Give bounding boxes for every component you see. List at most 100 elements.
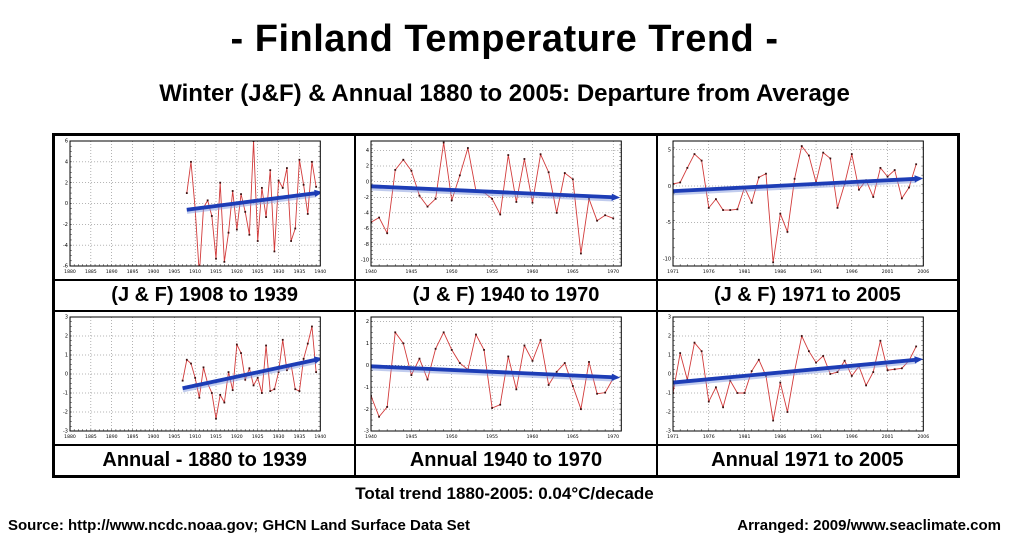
svg-text:-4: -4 <box>63 243 68 249</box>
svg-text:1976: 1976 <box>703 434 715 440</box>
svg-text:1900: 1900 <box>148 434 160 440</box>
svg-text:1900: 1900 <box>148 269 160 275</box>
svg-text:1910: 1910 <box>189 269 201 275</box>
svg-text:1950: 1950 <box>446 434 458 440</box>
svg-text:-2: -2 <box>63 410 68 416</box>
svg-text:0: 0 <box>667 184 670 190</box>
svg-text:4: 4 <box>366 148 369 154</box>
svg-text:2: 2 <box>366 164 369 170</box>
svg-text:1971: 1971 <box>667 269 679 275</box>
svg-text:1890: 1890 <box>106 269 118 275</box>
svg-text:-6: -6 <box>63 264 68 270</box>
svg-text:2: 2 <box>667 334 670 340</box>
svg-text:1965: 1965 <box>567 434 579 440</box>
svg-text:1950: 1950 <box>446 269 458 275</box>
svg-text:1945: 1945 <box>406 269 418 275</box>
caption-annual-1971-2005: Annual 1971 to 2005 <box>657 446 957 475</box>
svg-text:1915: 1915 <box>210 434 222 440</box>
page-title: - Finland Temperature Trend - <box>230 18 779 60</box>
svg-text:1955: 1955 <box>487 434 499 440</box>
svg-text:2006: 2006 <box>917 269 929 275</box>
svg-text:1986: 1986 <box>774 269 786 275</box>
svg-text:1986: 1986 <box>774 434 786 440</box>
svg-text:2: 2 <box>65 180 68 186</box>
svg-text:1885: 1885 <box>85 269 97 275</box>
svg-text:1880: 1880 <box>64 434 76 440</box>
caption-jf-1908-1939: (J & F) 1908 to 1939 <box>55 281 355 310</box>
svg-text:-3: -3 <box>666 429 671 435</box>
svg-text:2001: 2001 <box>881 269 893 275</box>
svg-text:1960: 1960 <box>527 434 539 440</box>
svg-text:1915: 1915 <box>210 269 222 275</box>
svg-text:2: 2 <box>366 319 369 325</box>
chart-jf-1971-2005: 5 0 -5 -10 1971 1976 1981 1986 1991 1996 2001 2006 <box>657 136 957 279</box>
svg-text:1: 1 <box>65 353 68 359</box>
svg-text:0: 0 <box>65 372 68 378</box>
source-note: Source: http://www.ncdc.noaa.gov; GHCN L… <box>8 517 471 534</box>
svg-text:1885: 1885 <box>85 434 97 440</box>
svg-text:1905: 1905 <box>168 269 180 275</box>
svg-text:-2: -2 <box>364 195 369 201</box>
svg-text:1971: 1971 <box>667 434 679 440</box>
svg-text:1996: 1996 <box>846 269 858 275</box>
svg-text:1940: 1940 <box>314 434 326 440</box>
svg-text:-2: -2 <box>666 410 671 416</box>
footer: Source: http://www.ncdc.noaa.gov; GHCN L… <box>8 517 1001 534</box>
svg-text:1945: 1945 <box>406 434 418 440</box>
chart-jf-1940-1970: 4 2 0 -2 -4 -6 -8 -10 1940 1945 1950 1955 1960 1965 19… <box>356 136 656 279</box>
svg-text:1940: 1940 <box>314 269 326 275</box>
svg-text:1940: 1940 <box>365 269 377 275</box>
svg-text:1920: 1920 <box>231 269 243 275</box>
svg-text:-4: -4 <box>364 211 369 217</box>
caption-annual-1880-1939: Annual - 1880 to 1939 <box>55 446 355 475</box>
chart-jf-1940-1970-svg: 4 2 0 -2 -4 -6 -8 -10 1940 1945 1950 1955 1960 1965 19… <box>361 140 623 275</box>
svg-text:-2: -2 <box>364 407 369 413</box>
chart-annual-1880-1939: 3 2 1 0 -1 -2 -3 1880 1885 1890 1895 1900 1905 1910 19… <box>55 312 355 444</box>
svg-text:1: 1 <box>366 341 369 347</box>
svg-text:1925: 1925 <box>252 269 264 275</box>
svg-text:1895: 1895 <box>127 434 139 440</box>
arranged-note: Arranged: 2009/www.seaclimate.com <box>737 517 1001 534</box>
svg-text:2006: 2006 <box>917 434 929 440</box>
svg-text:1981: 1981 <box>738 269 750 275</box>
caption-jf-1940-1970: (J & F) 1940 to 1970 <box>356 281 656 310</box>
svg-text:1: 1 <box>667 353 670 359</box>
svg-text:1996: 1996 <box>846 434 858 440</box>
chart-jf-1971-2005-svg: 5 0 -5 -10 1971 1976 1981 1986 1991 1996 2001 2006 <box>662 140 929 275</box>
svg-text:6: 6 <box>65 139 68 145</box>
svg-text:2: 2 <box>65 334 68 340</box>
svg-text:-8: -8 <box>364 242 369 248</box>
svg-text:-10: -10 <box>361 257 369 263</box>
svg-text:-1: -1 <box>364 385 369 391</box>
svg-text:1905: 1905 <box>168 434 180 440</box>
svg-text:-2: -2 <box>63 222 68 228</box>
svg-text:3: 3 <box>667 315 670 321</box>
svg-text:1970: 1970 <box>608 434 620 440</box>
svg-text:1920: 1920 <box>231 434 243 440</box>
svg-text:-3: -3 <box>63 429 68 435</box>
svg-text:1880: 1880 <box>64 269 76 275</box>
chart-annual-1971-2005: 3 2 1 0 -1 -2 -3 1971 1976 1981 1986 1991 1996 2001 20… <box>657 312 957 444</box>
chart-jf-1908-1939: 6 4 2 0 -2 -4 -6 1880 1885 1890 1895 1900 1905 1910 19… <box>55 136 355 279</box>
svg-text:1981: 1981 <box>738 434 750 440</box>
svg-text:4: 4 <box>65 160 68 166</box>
svg-text:1930: 1930 <box>273 434 285 440</box>
svg-text:1991: 1991 <box>810 434 822 440</box>
caption-annual-1940-1970: Annual 1940 to 1970 <box>356 446 656 475</box>
svg-text:1935: 1935 <box>294 269 306 275</box>
svg-text:-10: -10 <box>662 256 670 262</box>
svg-text:5: 5 <box>667 147 670 153</box>
svg-text:0: 0 <box>667 372 670 378</box>
svg-text:0: 0 <box>366 179 369 185</box>
svg-text:3: 3 <box>65 315 68 321</box>
svg-text:1940: 1940 <box>365 434 377 440</box>
svg-text:2001: 2001 <box>881 434 893 440</box>
svg-text:1910: 1910 <box>189 434 201 440</box>
svg-text:-6: -6 <box>364 226 369 232</box>
svg-text:0: 0 <box>65 201 68 207</box>
chart-annual-1940-1970: 2 1 0 -1 -2 -3 1940 1945 1950 1955 1960 1965 1970 <box>356 312 656 444</box>
